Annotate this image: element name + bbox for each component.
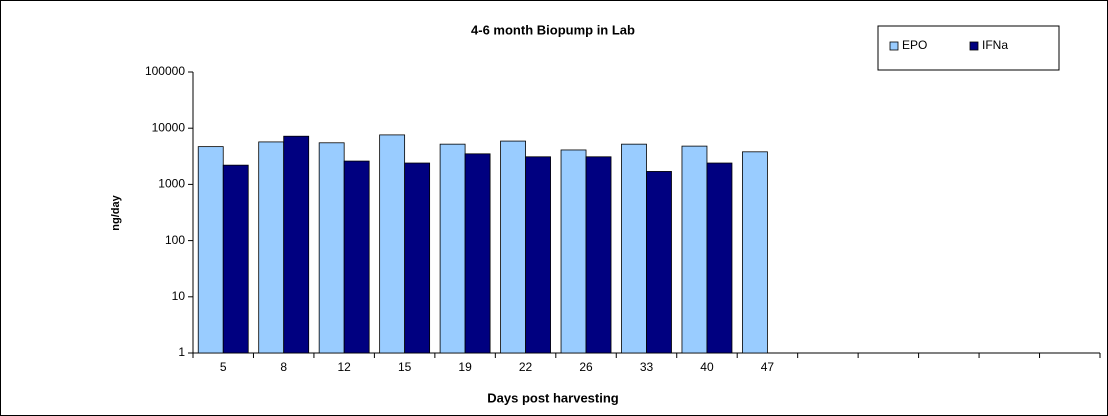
x-tick-label: 5 bbox=[220, 360, 227, 374]
bar bbox=[222, 164, 249, 354]
bar bbox=[404, 162, 431, 354]
y-axis-title: ng/day bbox=[110, 194, 122, 230]
y-tick-label: 10 bbox=[172, 289, 186, 303]
bar bbox=[464, 153, 491, 354]
legend-label: EPO bbox=[902, 38, 927, 52]
bar bbox=[318, 142, 345, 354]
bar bbox=[439, 143, 466, 354]
bar bbox=[258, 141, 285, 354]
bar bbox=[379, 134, 406, 354]
bar bbox=[681, 145, 708, 354]
bar bbox=[585, 156, 612, 354]
bar bbox=[500, 140, 526, 354]
x-tick-label: 47 bbox=[761, 360, 775, 374]
x-tick-label: 12 bbox=[337, 360, 351, 374]
x-tick-label: 19 bbox=[458, 360, 472, 374]
legend-swatch bbox=[969, 41, 979, 51]
bar bbox=[706, 162, 733, 354]
x-tick-label: 33 bbox=[640, 360, 654, 374]
bar bbox=[525, 156, 551, 354]
bar bbox=[621, 143, 647, 354]
x-tick-label: 22 bbox=[519, 360, 533, 374]
y-tick-label: 1000 bbox=[158, 177, 185, 191]
bar bbox=[560, 149, 587, 354]
x-tick-label: 26 bbox=[579, 360, 593, 374]
x-axis-title: Days post harvesting bbox=[487, 390, 619, 405]
y-tick-label: 10000 bbox=[152, 120, 186, 134]
y-tick-label: 100 bbox=[165, 233, 185, 247]
bar bbox=[742, 151, 768, 354]
x-tick-label: 15 bbox=[398, 360, 412, 374]
bar bbox=[283, 135, 310, 354]
x-tick-label: 8 bbox=[280, 360, 287, 374]
bar bbox=[197, 146, 224, 354]
legend-box bbox=[877, 25, 1060, 71]
y-tick-label: 100000 bbox=[145, 64, 185, 78]
legend-swatch bbox=[889, 41, 899, 51]
x-tick-label: 40 bbox=[700, 360, 714, 374]
bar bbox=[343, 160, 370, 354]
chart-title: 4-6 month Biopump in Lab bbox=[471, 22, 635, 37]
bar bbox=[646, 171, 672, 354]
legend-label: IFNa bbox=[982, 38, 1008, 52]
y-tick-label: 1 bbox=[178, 345, 185, 359]
